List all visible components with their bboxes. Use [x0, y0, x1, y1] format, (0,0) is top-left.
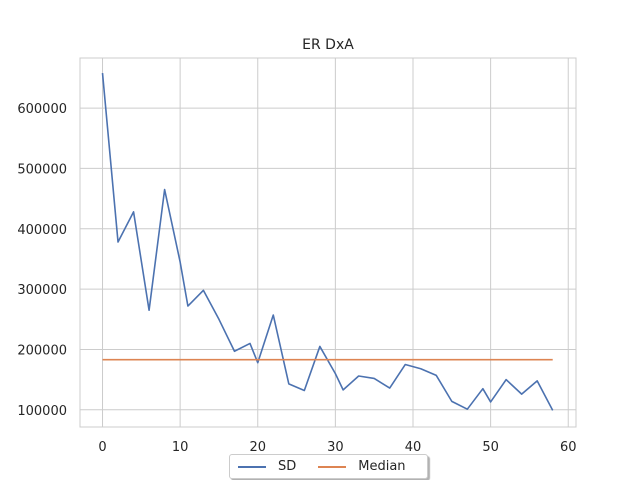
plot-area	[79, 57, 577, 428]
chart-title: ER DxA	[302, 37, 354, 53]
legend: SD Median	[229, 454, 428, 479]
x-tick-label: 60	[560, 440, 577, 455]
x-tick-label: 10	[172, 440, 189, 455]
x-tick-label: 20	[249, 440, 266, 455]
y-tick-label: 100000	[17, 404, 67, 419]
y-tick-label: 200000	[17, 343, 67, 358]
x-tick-label: 0	[98, 440, 106, 455]
x-axis-ticks: 0 10 20 30 40 50 60	[98, 440, 576, 455]
x-tick-label: 40	[405, 440, 422, 455]
legend-item-median: Median	[318, 459, 406, 474]
legend-label-sd: SD	[278, 459, 297, 474]
legend-swatch-sd	[238, 465, 266, 468]
x-tick-label: 50	[482, 440, 499, 455]
grid	[80, 58, 576, 427]
legend-swatch-median	[318, 465, 347, 468]
x-tick-label: 30	[327, 440, 344, 455]
y-tick-label: 300000	[17, 283, 67, 298]
legend-label-median: Median	[358, 459, 406, 474]
series-group	[101, 73, 554, 411]
y-tick-label: 500000	[17, 162, 67, 177]
y-tick-label: 600000	[17, 102, 67, 117]
legend-item-sd: SD	[238, 459, 296, 474]
y-axis-ticks: 100000 200000 300000 400000 500000 600000	[17, 102, 67, 419]
y-tick-label: 400000	[17, 223, 67, 238]
